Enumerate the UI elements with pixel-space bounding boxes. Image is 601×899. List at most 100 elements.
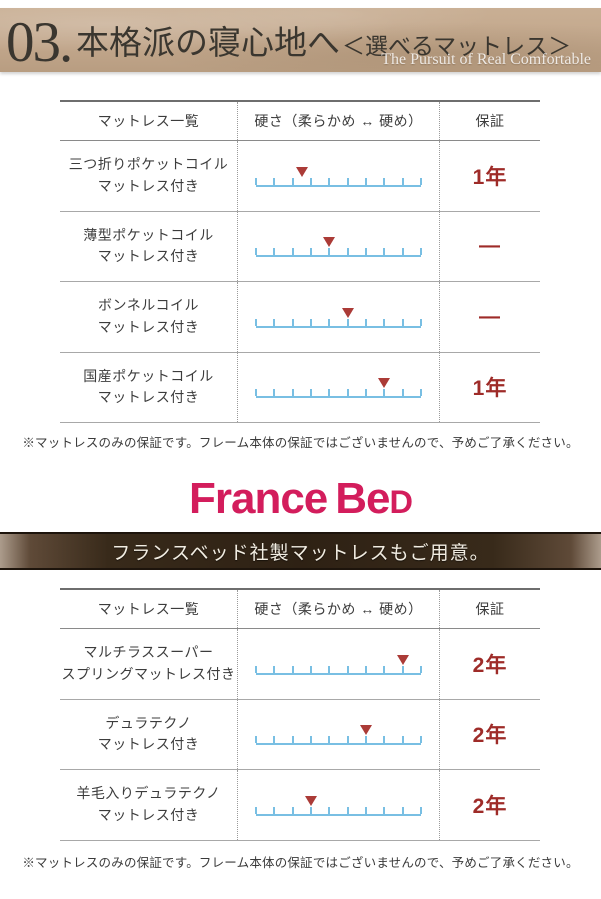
table-row: 薄型ポケットコイル マットレス付き —: [60, 211, 540, 282]
scale-tick: [383, 318, 386, 326]
scale-tick: [365, 177, 367, 185]
mattress-name-line2: マットレス付き: [97, 389, 200, 406]
hardness-scale: [255, 651, 422, 681]
hardness-marker-triangle-icon: [341, 307, 354, 318]
section-number: 03.: [6, 11, 73, 74]
mattress-name-line1: デュラテクノ: [105, 714, 192, 731]
warranty-value: —: [479, 304, 501, 328]
scale-tick: [328, 248, 331, 256]
francebed-banner: フランスベッド社製マットレスもご用意。: [0, 532, 601, 570]
scale-tick: [365, 736, 367, 744]
scale-tick: [383, 177, 386, 185]
scale-tick: [291, 389, 294, 397]
table-body: マルチラススーパー スプリングマットレス付き 2年 デュラテクノ マットレス付き…: [60, 629, 540, 841]
scale-tick: [401, 177, 404, 185]
scale-tick: [346, 177, 349, 185]
scale-tick: [273, 318, 276, 326]
hardness-scale: [255, 374, 422, 404]
mattress-name-line2: マットレス付き: [97, 318, 200, 335]
warranty-note: ※マットレスのみの保証です。フレーム本体の保証ではございませんので、予めご了承く…: [22, 856, 579, 870]
scale-tick: [310, 177, 312, 185]
scale-baseline: [256, 255, 421, 258]
scale-tick: [255, 806, 257, 814]
scale-tick: [365, 806, 367, 814]
hardness-marker-triangle-icon: [360, 725, 372, 736]
mattress-name-line1: 羊毛入りデュラテクノ: [76, 785, 221, 802]
table-header-row: マットレス一覧 硬さ（柔らかめ ↔ 硬め） 保証: [60, 102, 540, 141]
scale-tick: [383, 806, 386, 814]
hardness-scale: [255, 721, 422, 751]
hardness-cell: [237, 352, 440, 422]
mattress-name-line2: マットレス付き: [97, 177, 200, 194]
scale-tick: [383, 389, 386, 397]
scale-baseline: [256, 813, 421, 816]
scale-tick: [401, 248, 404, 256]
scale-tick: [365, 248, 367, 256]
table-row: ボンネルコイル マットレス付き —: [60, 282, 540, 353]
column-header-name: マットレス一覧: [97, 601, 200, 617]
scale-tick: [273, 665, 276, 673]
table-body: 三つ折りポケットコイル マットレス付き 1年 薄型ポケットコイル マットレス付き…: [60, 141, 540, 423]
scale-tick: [255, 665, 257, 673]
hardness-marker-triangle-icon: [295, 166, 308, 177]
warranty-value: 1年: [472, 165, 508, 189]
hardness-cell: [237, 699, 440, 769]
scale-tick: [273, 736, 276, 744]
hardness-cell: [237, 211, 440, 281]
scale-tick: [383, 248, 386, 256]
hardness-scale: [255, 163, 422, 193]
logo-text-be: Be: [335, 474, 390, 523]
column-header-hardness: 硬さ（柔らかめ ↔ 硬め）: [237, 590, 440, 628]
mattress-name-cell: 三つ折りポケットコイル マットレス付き: [60, 141, 237, 211]
scale-tick: [346, 248, 349, 256]
section-subtitle: ＜選べるマットレス＞: [342, 34, 572, 59]
scale-tick: [291, 665, 294, 673]
scale-tick: [365, 665, 367, 673]
hardness-marker-triangle-icon: [378, 378, 391, 389]
mattress-name-line1: 三つ折りポケットコイル: [68, 156, 229, 173]
column-header-name: マットレス一覧: [97, 113, 200, 129]
mattress-table-francebed: マットレス一覧 硬さ（柔らかめ ↔ 硬め） 保証 マルチラススーパー スプリング…: [60, 588, 540, 841]
scale-tick: [291, 177, 294, 185]
table-row: マルチラススーパー スプリングマットレス付き 2年: [60, 629, 540, 700]
scale-tick: [365, 389, 367, 397]
warranty-value: 2年: [472, 724, 508, 748]
scale-baseline: [256, 743, 421, 746]
scale-tick: [420, 665, 422, 673]
scale-tick: [346, 389, 349, 397]
hardness-cell: [237, 629, 440, 699]
scale-tick: [291, 736, 294, 744]
mattress-name-line1: マルチラススーパー: [83, 644, 214, 661]
scale-tick: [310, 389, 312, 397]
scale-baseline: [256, 184, 421, 187]
scale-tick: [383, 736, 386, 744]
scale-tick: [273, 806, 276, 814]
scale-tick: [310, 248, 312, 256]
hardness-scale: [255, 233, 422, 263]
scale-tick: [310, 736, 312, 744]
scale-tick: [328, 389, 331, 397]
mattress-name-line1: 国産ポケットコイル: [83, 367, 214, 384]
scale-tick: [346, 318, 349, 326]
warranty-value: —: [479, 234, 501, 258]
mattress-name-cell: 羊毛入りデュラテクノ マットレス付き: [60, 770, 237, 840]
scale-tick: [310, 806, 312, 814]
mattress-name-line2: マットレス付き: [97, 736, 200, 753]
scale-tick: [401, 806, 404, 814]
scale-tick: [328, 177, 331, 185]
hardness-cell: [237, 141, 440, 211]
scale-tick: [273, 177, 276, 185]
section-tagline: The Pursuit of Real Comfortable: [381, 51, 591, 68]
scale-baseline: [256, 396, 421, 399]
francebed-logo: France BeD: [0, 477, 601, 521]
scale-tick: [401, 389, 404, 397]
mattress-name-line2: マットレス付き: [97, 806, 200, 823]
logo-text-france: France: [188, 474, 328, 523]
scale-tick: [255, 736, 257, 744]
hardness-marker-triangle-icon: [305, 795, 317, 806]
scale-tick: [420, 318, 422, 326]
hardness-marker-triangle-icon: [396, 654, 409, 665]
scale-tick: [273, 248, 276, 256]
table-row: 国産ポケットコイル マットレス付き 1年: [60, 352, 540, 423]
